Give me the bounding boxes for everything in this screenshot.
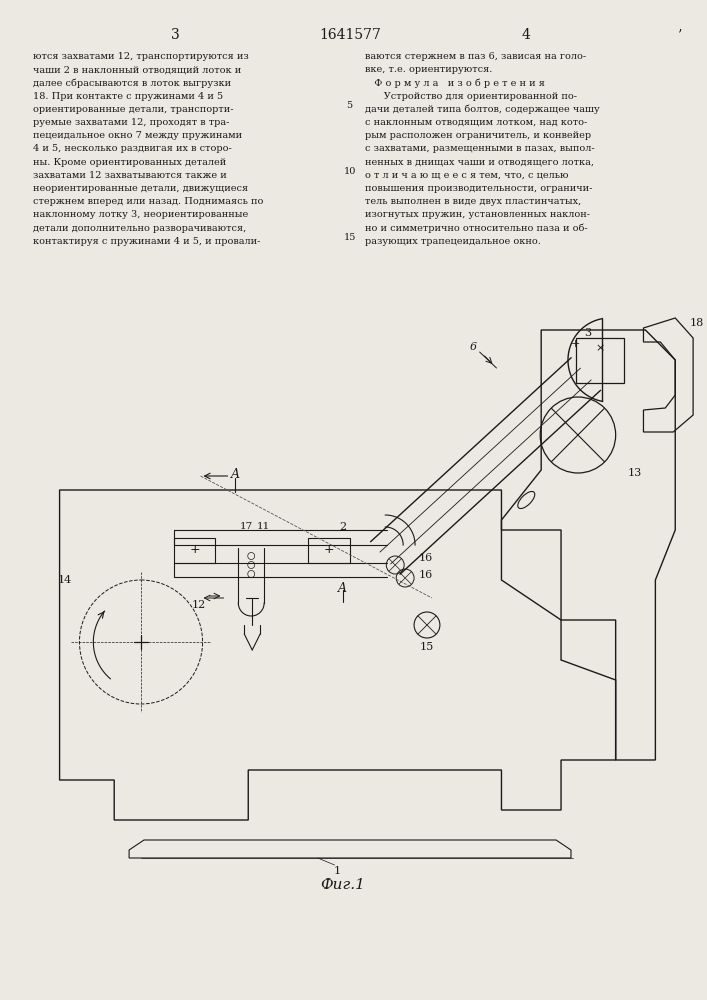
Text: далее сбрасываются в лоток выгрузки: далее сбрасываются в лоток выгрузки — [33, 78, 231, 88]
Text: но и симметрично относительно паза и об-: но и симметрично относительно паза и об- — [366, 224, 588, 233]
Text: 2: 2 — [339, 522, 346, 532]
Text: Ф о р м у л а   и з о б р е т е н и я: Ф о р м у л а и з о б р е т е н и я — [366, 78, 545, 88]
Text: Фиг.1: Фиг.1 — [320, 878, 365, 892]
Text: с наклонным отводящим лотком, над кото-: с наклонным отводящим лотком, над кото- — [366, 118, 588, 127]
Text: +: + — [571, 339, 580, 349]
Text: рым расположен ограничитель, и конвейер: рым расположен ограничитель, и конвейер — [366, 131, 592, 140]
Text: повышения производительности, ограничи-: повышения производительности, ограничи- — [366, 184, 592, 193]
Text: 13: 13 — [628, 468, 642, 478]
Text: 6: 6 — [470, 342, 477, 352]
Text: 18. При контакте с пружинами 4 и 5: 18. При контакте с пружинами 4 и 5 — [33, 92, 223, 101]
Text: A: A — [231, 468, 240, 481]
Text: 4: 4 — [522, 28, 531, 42]
Text: стержнем вперед или назад. Поднимаясь по: стержнем вперед или назад. Поднимаясь по — [33, 197, 263, 206]
Text: ются захватами 12, транспортируются из: ются захватами 12, транспортируются из — [33, 52, 249, 61]
Text: 12: 12 — [192, 600, 206, 610]
Text: ны. Кроме ориентированных деталей: ны. Кроме ориентированных деталей — [33, 158, 226, 167]
Bar — [308, 538, 349, 563]
Text: руемые захватами 12, проходят в тра-: руемые захватами 12, проходят в тра- — [33, 118, 229, 127]
Text: 18: 18 — [690, 318, 704, 328]
Text: о т л и ч а ю щ е е с я тем, что, с целью: о т л и ч а ю щ е е с я тем, что, с цель… — [366, 171, 569, 180]
Text: 3: 3 — [584, 328, 591, 338]
Text: A: A — [338, 582, 347, 595]
Text: ×: × — [595, 343, 604, 353]
Text: 5: 5 — [346, 101, 353, 110]
Text: +: + — [323, 543, 334, 556]
Text: захватами 12 захватываются также и: захватами 12 захватываются также и — [33, 171, 226, 180]
Text: ’: ’ — [678, 28, 682, 42]
Text: ненных в днищах чаши и отводящего лотка,: ненных в днищах чаши и отводящего лотка, — [366, 158, 595, 167]
Text: 10: 10 — [344, 167, 356, 176]
Text: 1641577: 1641577 — [320, 28, 382, 42]
Text: детали дополнительно разворачиваются,: детали дополнительно разворачиваются, — [33, 224, 246, 233]
Text: дачи деталей типа болтов, содержащее чашу: дачи деталей типа болтов, содержащее чаш… — [366, 105, 600, 114]
Bar — [174, 538, 216, 563]
Text: 4 и 5, несколько раздвигая их в сторо-: 4 и 5, несколько раздвигая их в сторо- — [33, 144, 231, 153]
Text: неориентированные детали, движущиеся: неориентированные детали, движущиеся — [33, 184, 248, 193]
Text: 17: 17 — [240, 522, 253, 531]
Text: чаши 2 в наклонный отводящий лоток и: чаши 2 в наклонный отводящий лоток и — [33, 65, 241, 74]
Text: изогнутых пружин, установленных наклон-: изогнутых пружин, установленных наклон- — [366, 210, 590, 219]
Text: контактируя с пружинами 4 и 5, и провали-: контактируя с пружинами 4 и 5, и провали… — [33, 237, 260, 246]
Text: 16: 16 — [419, 570, 433, 580]
Bar — [576, 338, 624, 383]
Text: 11: 11 — [257, 522, 270, 531]
Text: наклонному лотку 3, неориентированные: наклонному лотку 3, неориентированные — [33, 210, 248, 219]
Text: ориентированные детали, транспорти-: ориентированные детали, транспорти- — [33, 105, 233, 114]
Text: 16: 16 — [419, 553, 433, 563]
Text: 15: 15 — [420, 642, 434, 652]
Text: 14: 14 — [57, 575, 71, 585]
Text: 1: 1 — [334, 866, 341, 876]
Text: +: + — [189, 543, 200, 556]
Text: разующих трапецеидальное окно.: разующих трапецеидальное окно. — [366, 237, 542, 246]
Text: с захватами, размещенными в пазах, выпол-: с захватами, размещенными в пазах, выпол… — [366, 144, 595, 153]
Text: пецеидальное окно 7 между пружинами: пецеидальное окно 7 между пружинами — [33, 131, 242, 140]
Text: Устройство для ориентированной по-: Устройство для ориентированной по- — [366, 92, 578, 101]
Text: 3: 3 — [171, 28, 180, 42]
Text: 15: 15 — [344, 233, 356, 242]
Text: ваются стержнем в паз 6, зависая на голо-: ваются стержнем в паз 6, зависая на голо… — [366, 52, 587, 61]
Text: вке, т.е. ориентируются.: вке, т.е. ориентируются. — [366, 65, 493, 74]
Text: тель выполнен в виде двух пластинчатых,: тель выполнен в виде двух пластинчатых, — [366, 197, 582, 206]
